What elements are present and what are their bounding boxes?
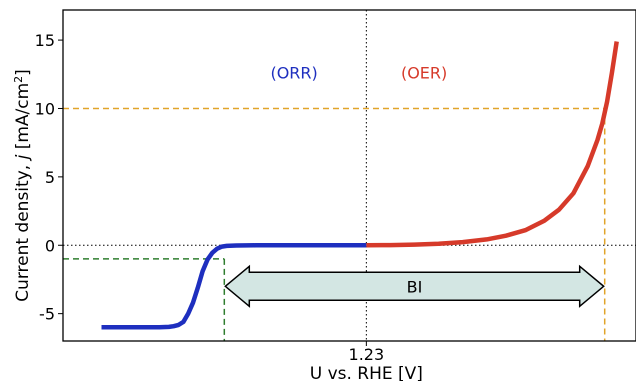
polarization-curves — [101, 41, 619, 330]
x-tick-label: 1.23 — [349, 345, 385, 364]
oer-curve — [366, 41, 619, 248]
axis-ticks: 15 10 5 0 -5 1.23 — [35, 31, 385, 364]
y-tick-label: -5 — [39, 305, 55, 324]
bi-label: BI — [407, 277, 423, 296]
y-tick-label: 0 — [45, 236, 55, 255]
y-axis-label-unit: [mA/cm — [13, 83, 33, 155]
y-tick-label: 10 — [35, 99, 55, 118]
y-axis-label-pre: Current density, — [13, 159, 33, 301]
y-tick-label: 5 — [45, 168, 55, 187]
y-tick-label: 15 — [35, 31, 55, 50]
y-axis-label-sup: 2 — [12, 76, 25, 83]
x-axis-label: U vs. RHE [V] — [310, 364, 423, 381]
bi-gap-arrow — [224, 264, 605, 308]
bi-double-arrow — [224, 264, 605, 308]
y-axis-label: Current density, j [mA/cm2] — [12, 69, 34, 302]
orr-label: (ORR) — [270, 63, 317, 82]
orr-curve — [101, 243, 367, 330]
y-axis-label-post: ] — [13, 69, 33, 76]
oer-label: (OER) — [401, 63, 447, 82]
y-axis-label-symbol: j — [13, 154, 33, 161]
reference-lines — [63, 10, 636, 341]
plot-frame — [62, 9, 636, 342]
